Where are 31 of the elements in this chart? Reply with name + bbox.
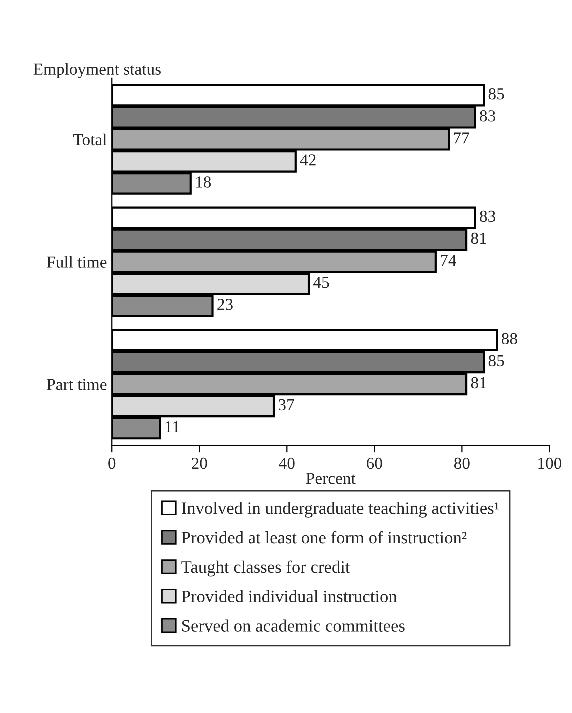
y-tick-label: Full time — [47, 256, 107, 268]
data-label: 88 — [502, 333, 518, 345]
data-label: 85 — [488, 88, 504, 100]
x-axis-title: Percent — [306, 473, 356, 484]
data-label: 83 — [480, 110, 496, 122]
legend-label: Provided individual instruction — [182, 590, 398, 603]
data-label: 23 — [218, 299, 233, 310]
data-label: 77 — [454, 132, 470, 144]
legend-label: Involved in undergraduate teaching activities¹ — [182, 502, 499, 518]
y-tick-label: Part time — [47, 379, 107, 390]
legend-label: Served on academic committees — [182, 620, 405, 632]
x-tick-label: 100 — [538, 458, 562, 470]
data-label: 81 — [471, 232, 486, 244]
data-label: 85 — [488, 355, 504, 367]
data-label: 42 — [300, 154, 316, 166]
data-label: 37 — [278, 399, 294, 411]
legend-label: Provided at least one form of instruction² — [182, 531, 467, 544]
x-tick-label: 40 — [279, 458, 295, 470]
y-axis-title: Employment status — [34, 63, 161, 78]
x-tick-label: 0 — [108, 458, 116, 470]
data-label: 83 — [480, 210, 496, 222]
data-label: 18 — [196, 176, 212, 188]
legend-label: Taught classes for credit — [182, 560, 350, 577]
data-label: 11 — [166, 421, 180, 432]
y-tick-label: Total — [74, 134, 107, 146]
x-tick-label: 60 — [367, 458, 382, 470]
data-label: 81 — [471, 377, 486, 389]
data-label: 45 — [314, 277, 330, 288]
x-tick-label: 80 — [454, 458, 470, 470]
x-tick-label: 20 — [192, 458, 208, 470]
data-label: 74 — [441, 255, 456, 266]
